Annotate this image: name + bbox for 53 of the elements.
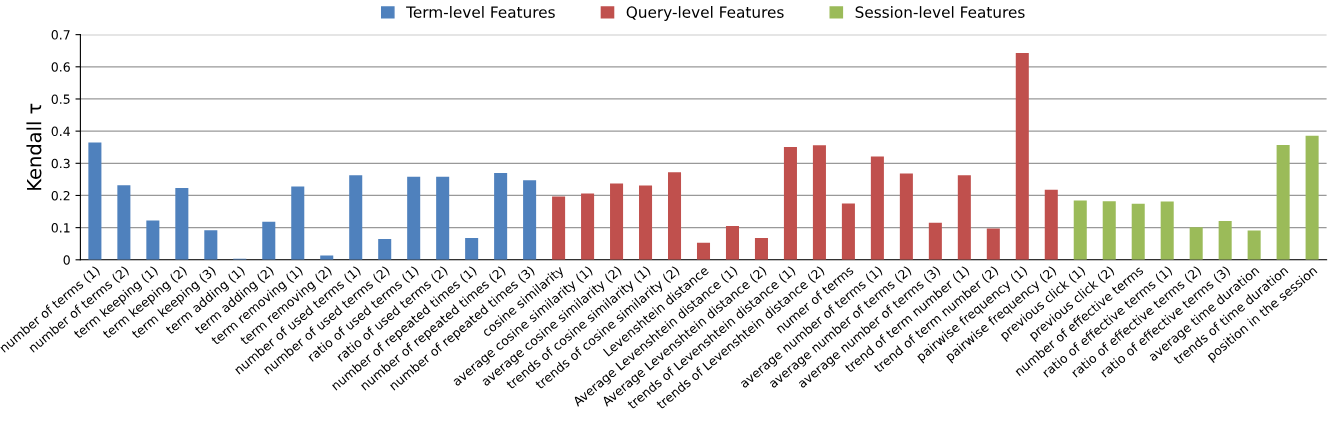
bar xyxy=(1015,52,1029,260)
bar xyxy=(262,221,276,260)
bar xyxy=(957,175,971,260)
bar xyxy=(870,156,884,260)
bar xyxy=(1044,189,1058,260)
y-tick-label: 0.6 xyxy=(51,62,70,72)
bar xyxy=(754,237,768,260)
y-axis-title: Kendall τ xyxy=(26,103,42,190)
bar xyxy=(668,172,682,260)
bar xyxy=(523,180,537,260)
bar xyxy=(1276,144,1290,260)
bar xyxy=(725,226,739,260)
bar xyxy=(696,242,711,260)
bar xyxy=(378,238,392,260)
bar xyxy=(1073,200,1087,260)
bar xyxy=(1102,201,1116,260)
bar xyxy=(349,175,363,260)
y-tick-label: 0.1 xyxy=(51,223,70,233)
bar xyxy=(436,176,450,260)
bar xyxy=(581,193,595,260)
bar xyxy=(639,185,653,260)
bar xyxy=(812,145,826,260)
bar xyxy=(841,203,855,260)
bar xyxy=(899,173,913,260)
bar xyxy=(1160,201,1174,260)
y-tick-label: 0.2 xyxy=(51,190,70,201)
bar xyxy=(783,146,797,260)
bar xyxy=(986,228,1000,260)
bar xyxy=(407,176,421,260)
bar xyxy=(928,222,942,260)
bar xyxy=(88,142,102,260)
bar xyxy=(552,196,566,260)
legend-label: Session-level Features xyxy=(855,6,1025,18)
bar xyxy=(610,183,624,260)
bar xyxy=(1305,135,1319,260)
y-tick-label: 0.5 xyxy=(51,94,70,104)
bar xyxy=(146,220,160,260)
bar xyxy=(494,172,508,260)
bar xyxy=(465,237,479,260)
legend-label: Query-level Features xyxy=(626,6,784,21)
bar xyxy=(117,185,131,260)
bar xyxy=(1247,230,1261,260)
bar xyxy=(204,230,218,260)
y-tick-label: 0 xyxy=(63,255,70,265)
y-tick-label: 0.4 xyxy=(51,126,70,137)
y-tick-label: 0.3 xyxy=(51,158,70,169)
bar xyxy=(1218,220,1232,260)
bar xyxy=(291,186,305,260)
bar xyxy=(175,188,189,260)
bar xyxy=(1189,227,1203,260)
bar xyxy=(1131,203,1145,260)
y-tick-label: 0.7 xyxy=(51,30,70,40)
legend-label: Term-level Features xyxy=(406,6,555,18)
